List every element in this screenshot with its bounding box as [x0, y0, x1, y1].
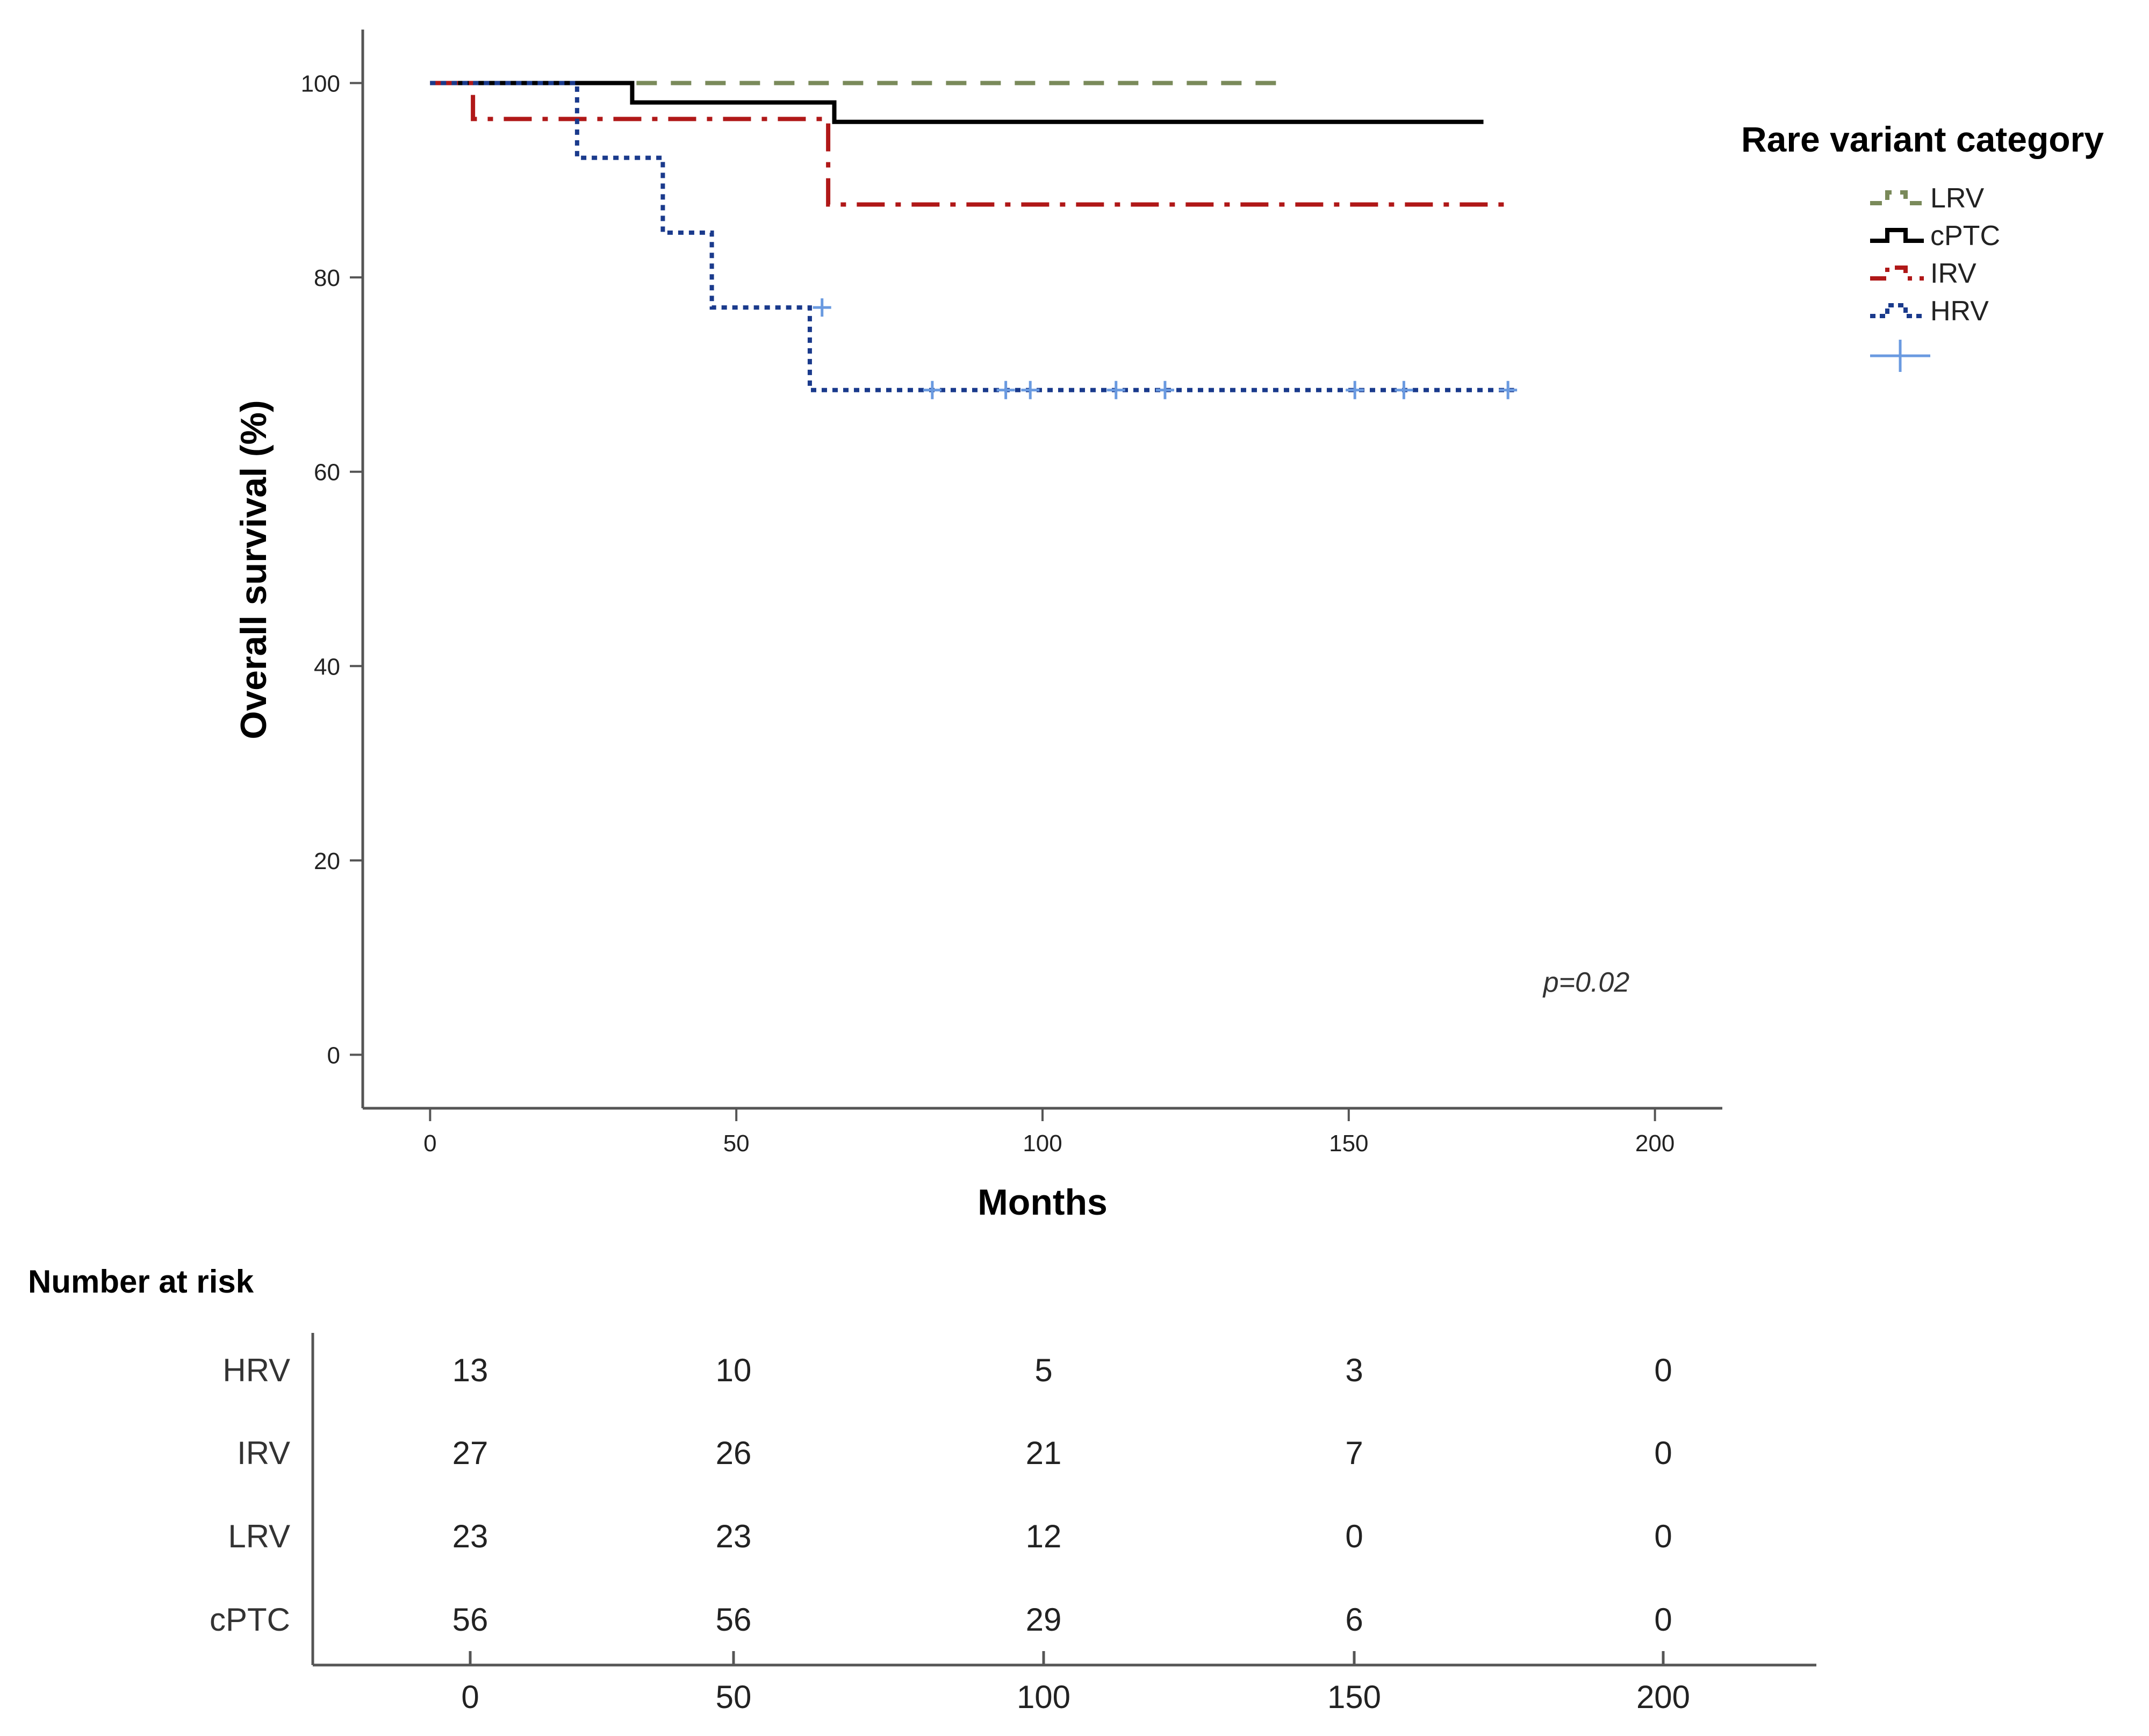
censor-mark [1021, 381, 1040, 399]
risk-value: 0 [1654, 1602, 1672, 1638]
km-axes: 0 20 40 60 80 100 0 50 100 150 200 [301, 30, 1722, 1157]
x-tick-label: 50 [723, 1130, 750, 1157]
legend-title: Rare variant category [1741, 119, 2104, 159]
risk-value: 23 [716, 1518, 752, 1554]
y-tick-label: 0 [327, 1043, 340, 1069]
risk-value: 26 [716, 1435, 752, 1471]
legend: Rare variant category LRV cPTC IRV HRV [1741, 119, 2104, 372]
risk-row-label: LRV [228, 1518, 290, 1554]
legend-swatch-irv [1870, 266, 1924, 281]
x-tick-label: 150 [1329, 1130, 1368, 1157]
risk-column-label: 100 [1017, 1679, 1070, 1715]
legend-label-lrv: LRV [1930, 183, 1985, 214]
legend-label-irv: IRV [1930, 258, 1976, 289]
censor-mark [1346, 381, 1364, 399]
risk-row-label: HRV [222, 1352, 290, 1388]
risk-value: 56 [716, 1602, 752, 1638]
censor-mark [1395, 381, 1413, 399]
risk-value: 21 [1026, 1435, 1062, 1471]
p-value-annotation: p=0.02 [1542, 967, 1630, 998]
legend-label-hrv: HRV [1930, 296, 1989, 327]
risk-value: 13 [452, 1352, 488, 1388]
y-tick-label: 100 [301, 70, 340, 97]
risk-value: 27 [452, 1435, 488, 1471]
censor-mark [813, 298, 831, 317]
legend-swatch-lrv [1870, 190, 1924, 205]
legend-censor-symbol [1870, 340, 1930, 372]
legend-entries: LRV cPTC IRV HRV [1870, 183, 2000, 372]
risk-value: 29 [1026, 1602, 1062, 1638]
risk-value: 5 [1034, 1352, 1052, 1388]
y-axis-title: Overall survival (%) [233, 400, 274, 739]
risk-column-label: 150 [1327, 1679, 1381, 1715]
y-tick-label: 40 [314, 654, 340, 680]
censor-mark [1499, 381, 1518, 399]
censor-marks [813, 298, 1518, 399]
legend-swatch-cptc [1870, 228, 1924, 243]
risk-value: 23 [452, 1518, 488, 1554]
legend-label-cptc: cPTC [1930, 220, 2000, 252]
y-tick-label: 60 [314, 460, 340, 486]
risk-row-label: cPTC [210, 1602, 290, 1638]
risk-column-label: 200 [1636, 1679, 1690, 1715]
censor-mark [923, 381, 941, 399]
x-tick-label: 200 [1635, 1130, 1674, 1157]
censor-mark [1155, 381, 1174, 399]
censor-mark [1106, 381, 1125, 399]
x-axis-title: Months [978, 1182, 1108, 1223]
legend-swatch-hrv [1870, 303, 1924, 318]
y-tick-label: 20 [314, 848, 340, 874]
risk-table: Number at risk HRV 13 10 5 3 0 IRV 27 26 21 7 0 LRV 2… [28, 1264, 1816, 1715]
risk-value: 0 [1345, 1518, 1363, 1554]
risk-value: 0 [1654, 1352, 1672, 1388]
censor-mark [996, 381, 1015, 399]
x-tick-label: 0 [423, 1130, 436, 1157]
risk-value: 10 [716, 1352, 752, 1388]
km-curves [430, 81, 1514, 392]
risk-value: 56 [452, 1602, 488, 1638]
risk-value: 3 [1345, 1352, 1363, 1388]
risk-value: 7 [1345, 1435, 1363, 1471]
km-plot: 0 20 40 60 80 100 0 50 100 150 200 Overall surviva… [233, 30, 1722, 1223]
km-curve-cptc [430, 81, 1484, 124]
y-tick-label: 80 [314, 265, 340, 291]
risk-value: 0 [1654, 1518, 1672, 1554]
risk-column-label: 0 [461, 1679, 479, 1715]
risk-table-title: Number at risk [28, 1264, 254, 1300]
risk-row-label: IRV [237, 1435, 290, 1471]
risk-value: 12 [1026, 1518, 1062, 1554]
km-curve-irv [430, 81, 1514, 207]
km-curve-hrv [430, 81, 1514, 392]
risk-value: 6 [1345, 1602, 1363, 1638]
risk-value: 0 [1654, 1435, 1672, 1471]
risk-column-label: 50 [716, 1679, 752, 1715]
risk-table-body: HRV 13 10 5 3 0 IRV 27 26 21 7 0 LRV 23 23 12 0 0 cPTC 56 56… [210, 1333, 1816, 1715]
x-tick-label: 100 [1023, 1130, 1062, 1157]
